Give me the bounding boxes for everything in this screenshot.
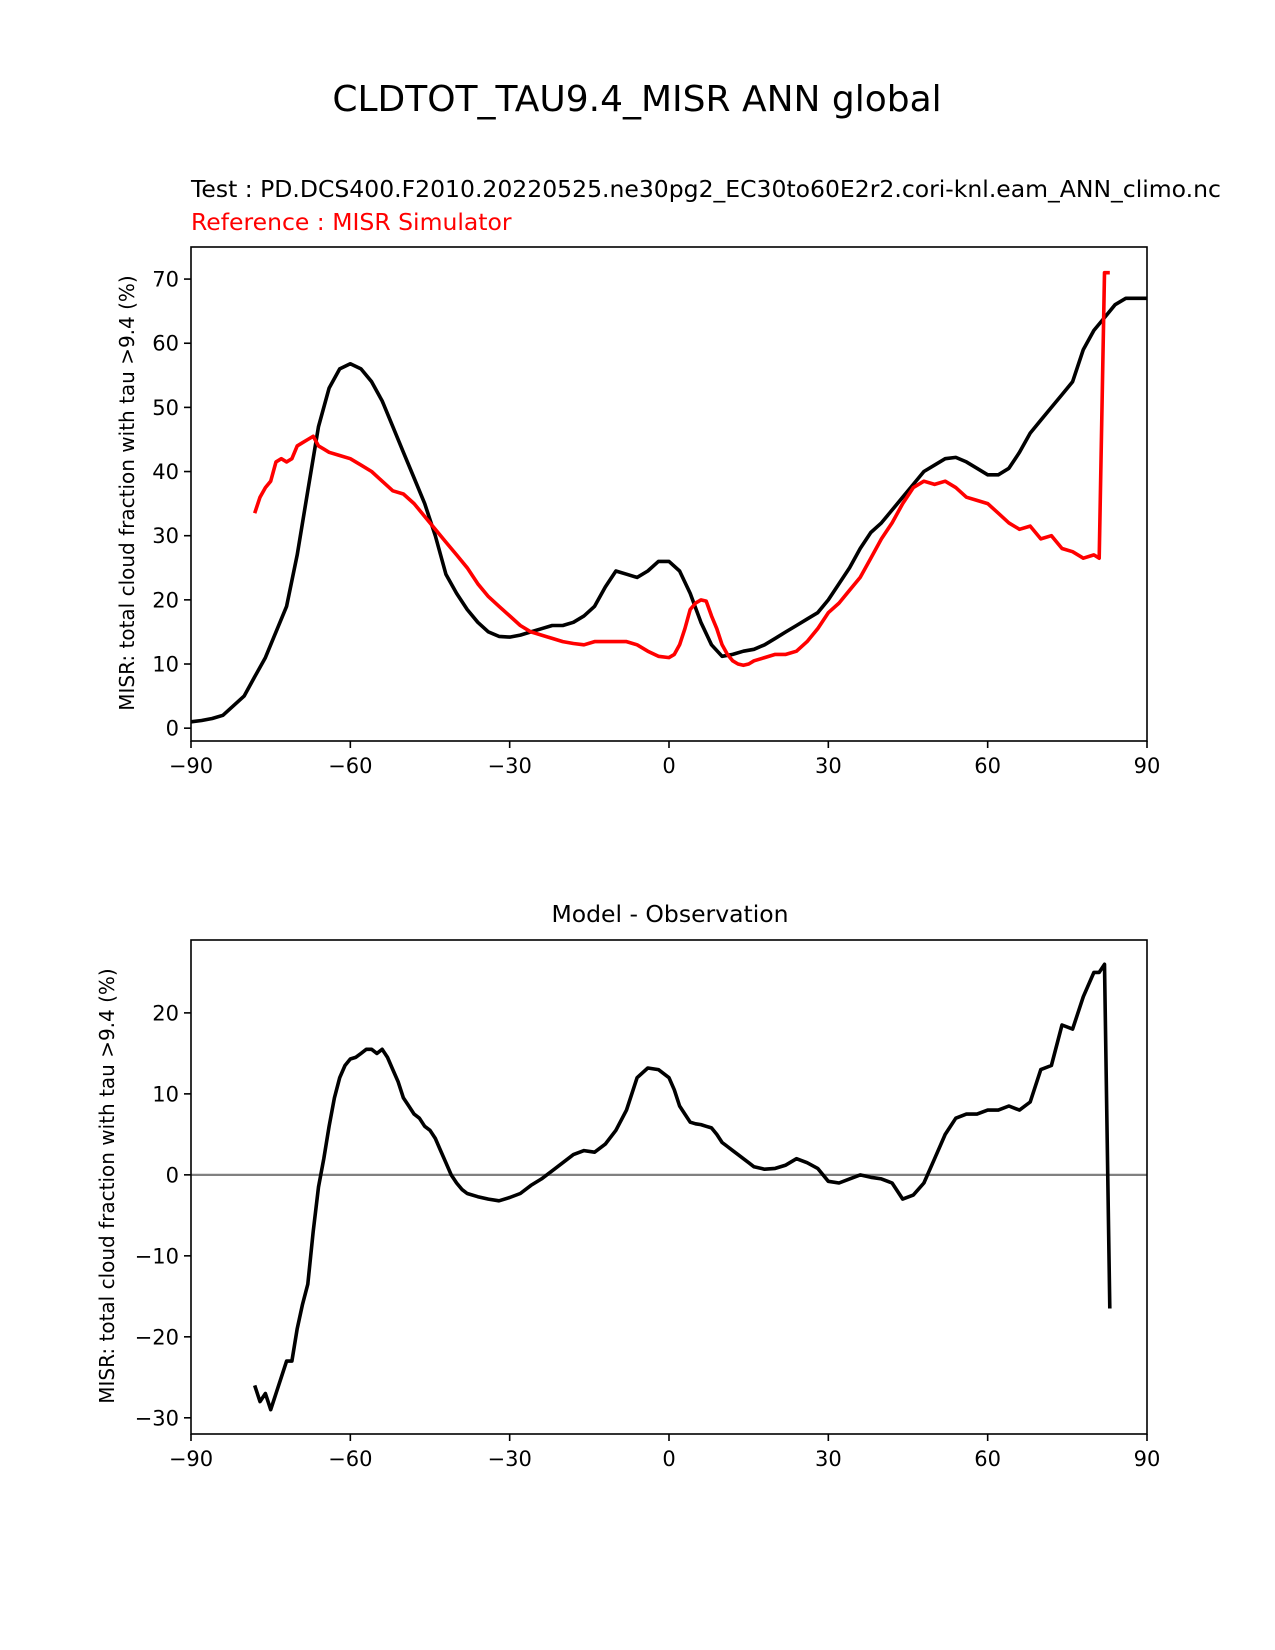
top-xtick-label: −60 xyxy=(328,754,372,778)
figure-suptitle: CLDTOT_TAU9.4_MISR ANN global xyxy=(332,79,941,120)
top-ytick-label: 50 xyxy=(152,396,179,420)
bottom-series-model-observation-line xyxy=(252,962,1112,1412)
top-series-reference-line xyxy=(252,270,1110,668)
top-panel-reference-title: Reference : MISR Simulator xyxy=(191,208,512,236)
top-xtick-label: −30 xyxy=(488,754,532,778)
top-panel-ylabel: MISR: total cloud fraction with tau >9.4… xyxy=(115,275,139,710)
top-panel: Test : PD.DCS400.F2010.20220525.ne30pg2_… xyxy=(115,175,1221,778)
bottom-axes-frame xyxy=(190,939,1148,1435)
top-ytick-label: 70 xyxy=(152,268,179,292)
bottom-ytick-label: 10 xyxy=(152,1082,179,1106)
bottom-ytick-label: 20 xyxy=(152,1001,179,1025)
bottom-ytick-label: 0 xyxy=(166,1163,179,1187)
top-xtick-label: 30 xyxy=(815,754,842,778)
top-ytick-label: 40 xyxy=(152,460,179,484)
top-ytick-label: 60 xyxy=(152,332,179,356)
bottom-panel-title: Model - Observation xyxy=(551,900,788,928)
top-xtick-label: −90 xyxy=(169,754,213,778)
bottom-xtick-label: −90 xyxy=(169,1447,213,1471)
top-ytick-label: 10 xyxy=(152,653,179,677)
bottom-ytick-label: −10 xyxy=(135,1244,179,1268)
top-xtick-label: 90 xyxy=(1134,754,1161,778)
top-ytick-label: 0 xyxy=(166,717,179,741)
top-xtick-label: 0 xyxy=(662,754,675,778)
bottom-xtick-label: 90 xyxy=(1134,1447,1161,1471)
bottom-panel-plot-area: −90 −60 −30 0 30 60 90 −30 −20 −10 0 10 20 xyxy=(135,939,1161,1471)
top-ytick-label: 20 xyxy=(152,588,179,612)
bottom-xtick-label: 30 xyxy=(815,1447,842,1471)
top-panel-test-title: Test : PD.DCS400.F2010.20220525.ne30pg2_… xyxy=(190,175,1221,203)
bottom-xtick-label: 0 xyxy=(662,1447,675,1471)
bottom-xtick-label: −60 xyxy=(328,1447,372,1471)
bottom-xtick-label: −30 xyxy=(488,1447,532,1471)
top-series-test-line xyxy=(190,296,1147,724)
bottom-ytick-label: −30 xyxy=(135,1406,179,1430)
bottom-xtick-label: 60 xyxy=(974,1447,1001,1471)
bottom-ytick-label: −20 xyxy=(135,1325,179,1349)
top-panel-plot-area: −90 −60 −30 0 30 60 90 0 10 20 30 40 50 60 70 xyxy=(152,246,1161,778)
top-xtick-label: 60 xyxy=(974,754,1001,778)
top-ytick-label: 30 xyxy=(152,524,179,548)
bottom-panel: Model - Observation MISR: total cloud fr… xyxy=(95,900,1160,1471)
top-axes-frame xyxy=(190,246,1148,742)
bottom-panel-ylabel: MISR: total cloud fraction with tau >9.4… xyxy=(95,968,119,1403)
